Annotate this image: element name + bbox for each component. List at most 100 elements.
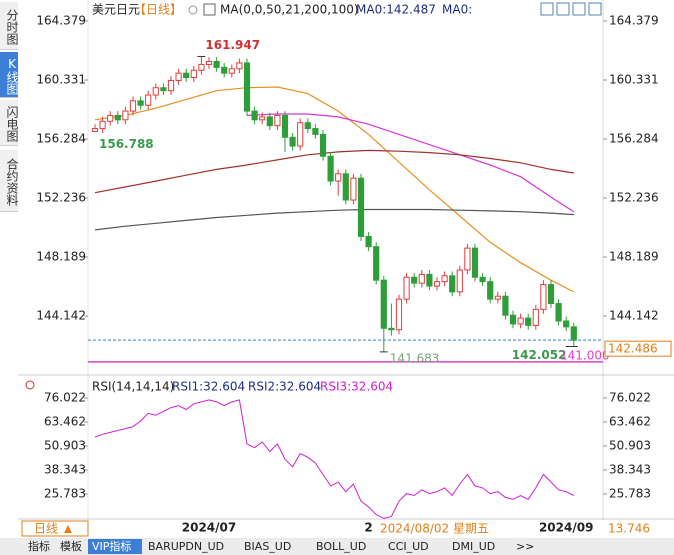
checkbox[interactable]: [203, 3, 216, 16]
y-tick-label: 156.284: [609, 132, 659, 146]
tab[interactable]: 合约资料: [0, 150, 19, 212]
candle-body: [281, 114, 289, 138]
reference-label: 141.000: [560, 348, 610, 362]
low-label: 142.052: [512, 348, 567, 362]
tab[interactable]: 模板: [60, 539, 82, 553]
settings-icon[interactable]: [188, 5, 198, 15]
y-tick-label: 50.903: [44, 438, 86, 452]
candle-body: [152, 87, 159, 96]
indicator-icon[interactable]: [25, 380, 35, 390]
candle-body: [304, 122, 311, 130]
candle-body: [274, 114, 281, 127]
y-tick-label: 160.331: [36, 73, 86, 87]
y-tick-label: 50.903: [609, 438, 651, 452]
x-tick-label: 2024/07: [182, 521, 236, 535]
candle-body: [183, 72, 190, 79]
cursor-value-box: [606, 521, 646, 536]
candle-body: [540, 284, 547, 310]
candle-body: [236, 62, 243, 70]
tab-bar: [0, 538, 674, 555]
candle-body: [350, 177, 357, 201]
candle-body: [259, 116, 266, 121]
candle-body: [380, 279, 387, 329]
candle-body: [418, 273, 425, 284]
close-icon[interactable]: [588, 2, 602, 16]
candle-body: [205, 61, 213, 65]
ma-line: [94, 208, 574, 231]
candle-body: [449, 275, 456, 293]
tab[interactable]: CCI_UD: [388, 540, 429, 553]
rsi-line: [94, 399, 575, 519]
tab[interactable]: BARUPDN_UD: [148, 540, 224, 553]
candle-body: [403, 276, 410, 300]
y-tick-label: 160.331: [609, 73, 659, 87]
candle-body: [107, 114, 114, 122]
high-label: 161.947: [205, 38, 260, 52]
ma-legend: MA(0,0,50,21,200,100): [220, 3, 359, 17]
candle-body: [441, 275, 448, 283]
tab[interactable]: BOLL_UD: [316, 540, 366, 553]
y-tick-label: 152.236: [609, 191, 659, 205]
tab-highlight: [88, 539, 142, 554]
ma-line: [94, 149, 574, 194]
candle-body: [251, 110, 258, 121]
tab[interactable]: 闪电图: [0, 100, 19, 146]
candle-body: [327, 155, 334, 182]
candle-body: [502, 295, 509, 316]
y-tick-label: 148.189: [609, 250, 659, 264]
tab[interactable]: BIAS_UD: [244, 540, 291, 553]
period-arrow[interactable]: [64, 525, 72, 533]
ma-legend: MA0:142.487: [356, 3, 436, 17]
symbol: 美元日元: [92, 3, 140, 17]
y-tick-label: 144.142: [36, 309, 86, 323]
candle-body: [99, 120, 106, 130]
candle-body: [532, 308, 539, 326]
candle-body: [91, 128, 99, 132]
zoom-out-icon[interactable]: [556, 2, 570, 16]
candle-body: [122, 110, 129, 121]
candle-body: [487, 281, 494, 300]
candle-body: [509, 314, 517, 325]
candle-body: [312, 128, 319, 135]
y-tick-label: 76.022: [44, 390, 86, 404]
tab[interactable]: K线图: [0, 52, 19, 98]
candle-body: [517, 317, 524, 325]
y-tick-label: 164.379: [609, 13, 659, 27]
candle-body: [388, 327, 395, 331]
period-box[interactable]: [21, 520, 89, 537]
candle-body: [464, 247, 471, 271]
candle-body: [547, 284, 555, 305]
candle-body: [198, 63, 205, 71]
candle-body: [129, 100, 137, 112]
low-label: 141.683: [390, 351, 440, 365]
candle-body: [228, 68, 235, 74]
tab[interactable]: 分时图: [0, 2, 19, 50]
price-label: 142.486: [608, 342, 658, 356]
y-tick-label: 144.142: [609, 309, 659, 323]
y-tick-label: 164.379: [36, 13, 86, 27]
y-tick-label: 76.022: [609, 390, 651, 404]
candle-body: [433, 281, 441, 287]
y-tick-label: 25.783: [609, 487, 651, 501]
period: 【日线】: [134, 3, 182, 17]
candle-body: [411, 276, 418, 284]
tab[interactable]: VIP指标: [92, 539, 131, 553]
ma-line: [246, 113, 575, 213]
tab[interactable]: 指标: [28, 539, 50, 553]
rsi-legend: RSI3:32.604: [320, 380, 393, 394]
candle-body: [395, 298, 403, 331]
tab[interactable]: >>: [516, 540, 534, 553]
candle-body: [494, 295, 501, 300]
tab[interactable]: DMI_UD: [452, 540, 495, 553]
x-tick-label: 2024/09: [539, 521, 593, 535]
candle-body: [471, 247, 479, 278]
candle-body: [342, 173, 349, 201]
toolbar-icons: [540, 2, 602, 16]
restore-icon[interactable]: [572, 2, 586, 16]
y-tick-label: 38.343: [44, 462, 86, 476]
zoom-in-icon[interactable]: [540, 2, 554, 16]
cursor-date: 2024/08/02 星期五: [380, 522, 489, 536]
